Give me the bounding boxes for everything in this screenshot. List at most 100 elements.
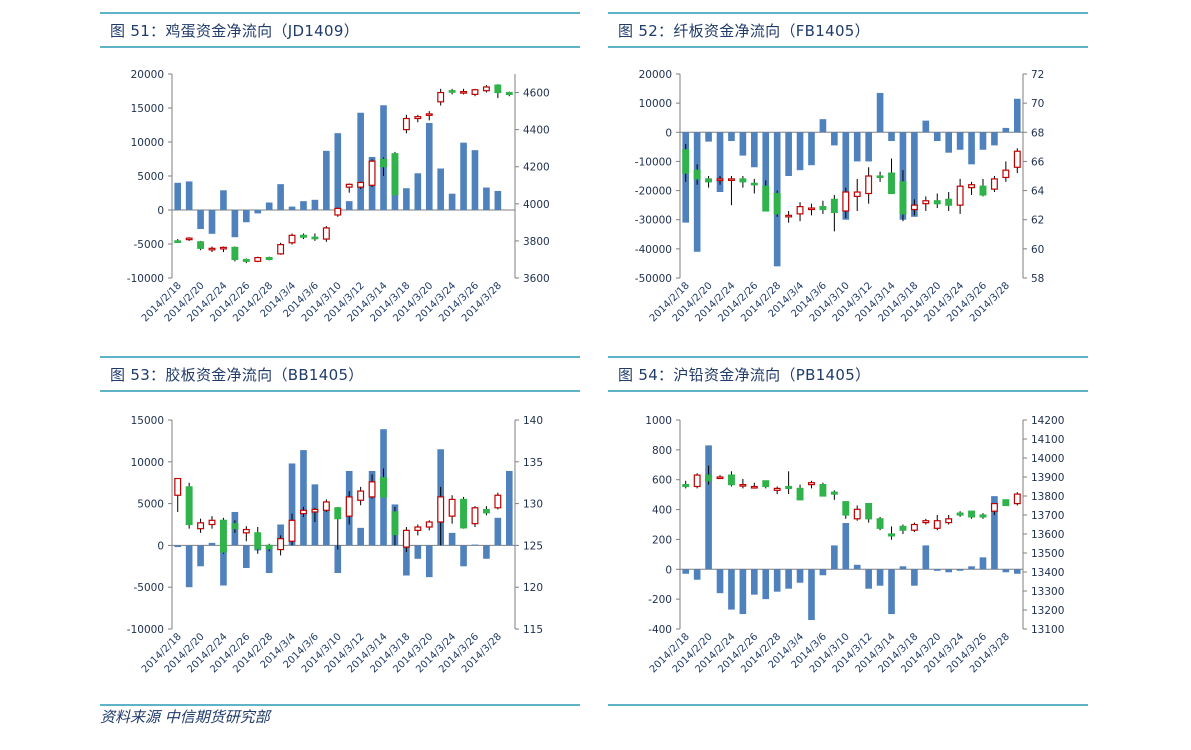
- candle-body: [482, 508, 490, 514]
- candle-body: [808, 482, 815, 486]
- candle-body: [288, 234, 296, 244]
- left-tick-label: -200: [648, 594, 672, 606]
- candle-body: [368, 160, 376, 186]
- flow-bar: [751, 132, 758, 168]
- candle-body: [910, 204, 918, 211]
- candle-body: [773, 192, 781, 215]
- candle-body: [174, 240, 182, 244]
- candle-body: [842, 501, 850, 516]
- flow-bar: [220, 190, 227, 210]
- candle-body: [876, 518, 884, 529]
- flow-bar: [785, 569, 792, 589]
- flow-bar: [922, 545, 930, 570]
- flow-bar: [762, 132, 770, 206]
- candle-body: [471, 89, 479, 95]
- candle-body: [888, 533, 895, 537]
- candle-body: [922, 520, 930, 524]
- candle-body: [437, 496, 445, 523]
- candle-body: [762, 480, 770, 488]
- flow-bar: [773, 569, 781, 592]
- candle-body: [727, 178, 735, 182]
- candle-body: [830, 198, 838, 214]
- flow-bar: [311, 199, 319, 210]
- flow-bar: [865, 569, 872, 589]
- flow-bar: [693, 132, 701, 252]
- candle-body: [231, 246, 239, 261]
- flow-bar: [956, 569, 964, 571]
- right-tick-label: 130: [523, 499, 543, 511]
- candle-body: [693, 169, 701, 180]
- candle-body: [482, 86, 490, 92]
- flow-bar: [323, 503, 330, 546]
- candle-body: [922, 200, 930, 205]
- left-tick-label: 400: [652, 505, 672, 517]
- panel-51: 图 51：鸡蛋资金净流向（JD1409） -10000 -5000 0 5000 100…: [100, 8, 580, 348]
- candle-body: [773, 487, 781, 491]
- source-note: 资料来源 中信期货研究部: [100, 708, 270, 726]
- panel-top-rule: [608, 12, 1088, 14]
- candle-body: [956, 512, 964, 516]
- candle-body: [968, 510, 976, 518]
- flow-bar: [716, 132, 724, 193]
- candle-body: [425, 521, 433, 528]
- right-tick-label: 13200: [1031, 605, 1064, 617]
- flow-bar: [991, 132, 998, 146]
- right-tick-label: 68: [1031, 127, 1044, 139]
- left-tick-label: -30000: [635, 215, 672, 227]
- left-tick-label: 0: [665, 127, 672, 139]
- panel-top-rule: [100, 12, 580, 14]
- flow-bar: [876, 569, 884, 586]
- flow-bar: [751, 569, 758, 595]
- left-tick-label: -20000: [635, 186, 672, 198]
- flow-bar: [403, 188, 410, 210]
- flow-bar: [505, 470, 513, 546]
- flow-bar: [494, 190, 502, 210]
- left-tick-label: 0: [157, 205, 164, 217]
- candle-body: [391, 511, 399, 536]
- left-tick-label: 20000: [131, 69, 164, 81]
- flow-bar: [334, 133, 342, 210]
- flow-bar: [185, 545, 193, 588]
- flow-bar: [414, 545, 422, 559]
- right-tick-label: 14100: [1031, 434, 1064, 446]
- flow-bar: [945, 132, 952, 153]
- right-tick-label: 60: [1031, 244, 1044, 256]
- flow-bar: [933, 569, 941, 571]
- panel-top-rule: [608, 356, 1088, 358]
- candle-body: [739, 178, 747, 183]
- right-tick-label: 120: [523, 582, 543, 594]
- flow-bar: [933, 132, 941, 142]
- candle-body: [796, 206, 804, 215]
- flow-bar: [922, 120, 930, 133]
- right-tick-label: 125: [523, 540, 543, 552]
- flow-bar: [425, 545, 433, 578]
- chart-51: -10000 -5000 0 5000 10000 15000 20000 3600 3800 4…: [127, 69, 550, 324]
- candle-body: [277, 538, 285, 551]
- flow-bar: [705, 132, 712, 142]
- right-tick-label: 62: [1031, 215, 1044, 227]
- candle-body: [197, 241, 205, 249]
- candle-body: [876, 175, 884, 179]
- candle-body: [705, 178, 713, 183]
- flow-bar: [911, 569, 918, 586]
- candle-body: [334, 507, 342, 520]
- flow-bar: [414, 173, 422, 210]
- flow-bar: [762, 569, 770, 600]
- candle-body: [414, 116, 422, 120]
- candle-body: [750, 485, 758, 489]
- left-tick-label: -400: [648, 624, 672, 636]
- flow-bar: [888, 132, 895, 142]
- flow-bar: [425, 122, 433, 210]
- right-tick-label: 115: [523, 624, 543, 636]
- flow-bar: [888, 569, 895, 615]
- left-tick-label: 200: [652, 534, 672, 546]
- flow-bar: [819, 119, 827, 133]
- flow-bar: [357, 112, 364, 210]
- candle-body: [693, 474, 701, 488]
- flow-bar: [693, 569, 701, 580]
- candle-body: [842, 191, 850, 212]
- candle-body: [311, 236, 319, 240]
- panel-54: 图 54：沪铅资金净流向（PB1405） -400 -200 0 200 400 600 8…: [608, 354, 1088, 694]
- candle-body: [853, 508, 861, 520]
- flow-bar: [494, 517, 502, 546]
